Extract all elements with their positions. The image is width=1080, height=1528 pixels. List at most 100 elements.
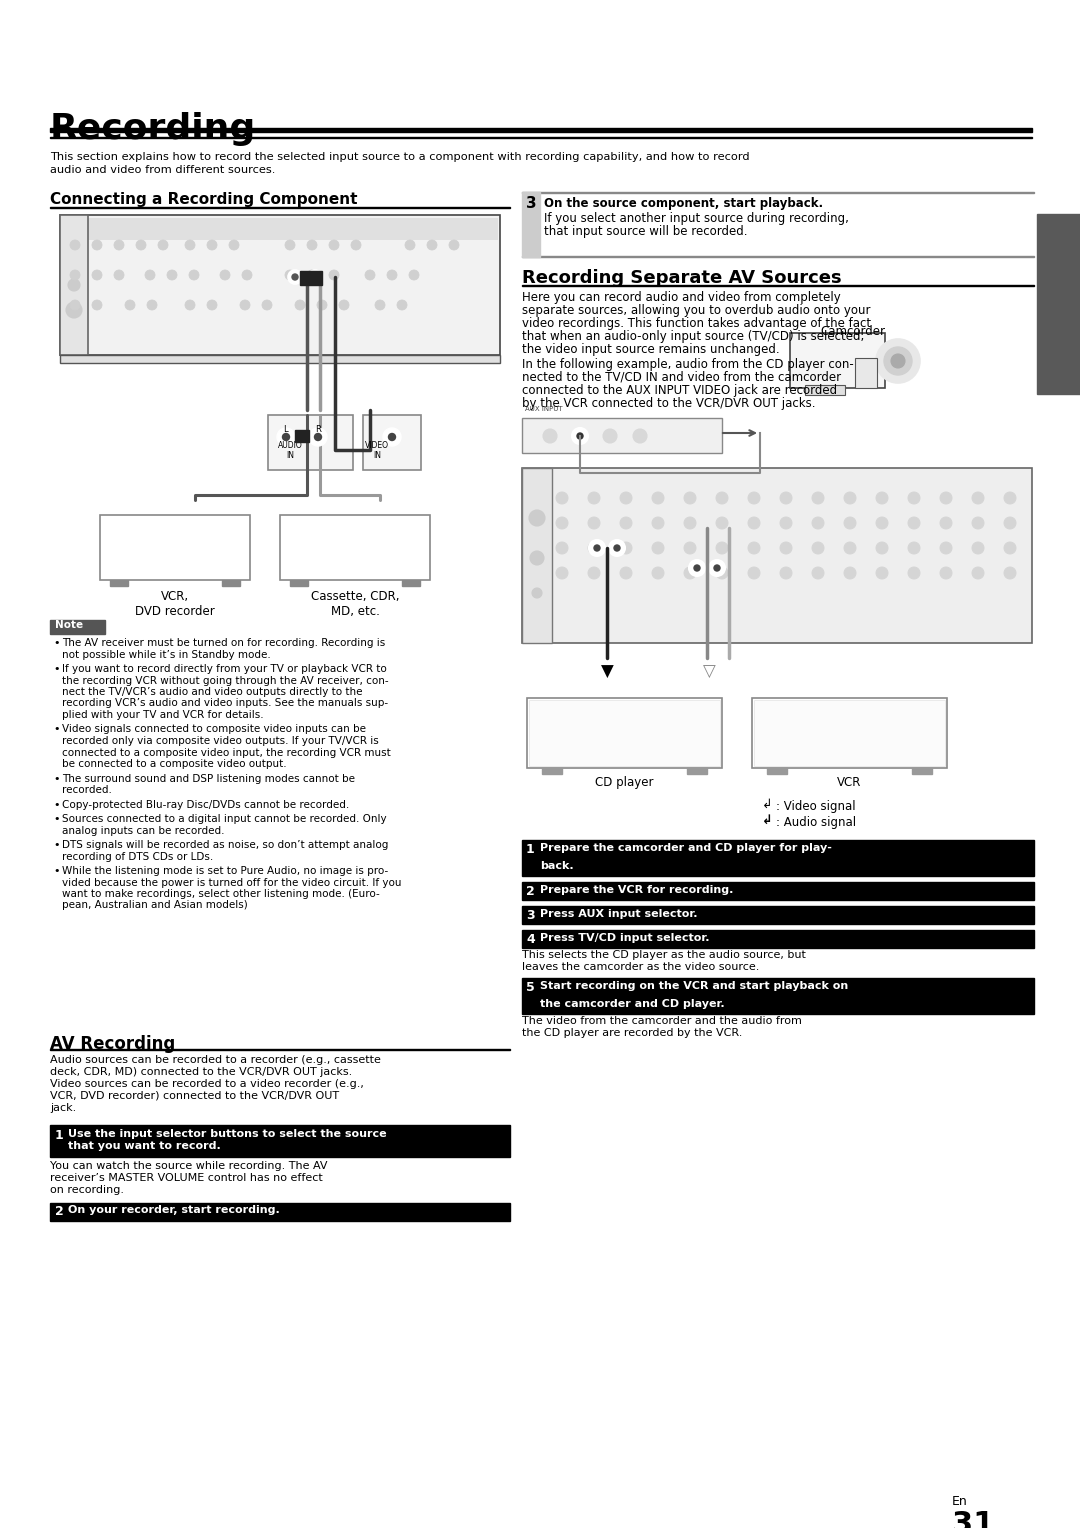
Circle shape — [885, 347, 912, 374]
Circle shape — [588, 492, 600, 504]
Text: •: • — [53, 799, 59, 810]
Circle shape — [689, 559, 705, 576]
Text: plied with your TV and VCR for details.: plied with your TV and VCR for details. — [62, 711, 264, 720]
Circle shape — [70, 240, 80, 251]
Text: Prepare the VCR for recording.: Prepare the VCR for recording. — [540, 885, 733, 895]
Text: While the listening mode is set to Pure Audio, no image is pro-: While the listening mode is set to Pure … — [62, 866, 388, 876]
Circle shape — [577, 432, 583, 439]
Circle shape — [543, 429, 557, 443]
Circle shape — [207, 240, 217, 251]
Text: •: • — [53, 866, 59, 876]
Circle shape — [1004, 542, 1016, 555]
Circle shape — [748, 567, 760, 579]
Circle shape — [940, 516, 951, 529]
Text: : Video signal: : Video signal — [777, 801, 855, 813]
Circle shape — [292, 274, 298, 280]
Text: ▽: ▽ — [703, 663, 716, 681]
Circle shape — [615, 545, 620, 552]
Text: 5: 5 — [526, 981, 535, 995]
Circle shape — [876, 516, 888, 529]
Circle shape — [748, 516, 760, 529]
Circle shape — [92, 270, 102, 280]
Text: 2: 2 — [55, 1206, 64, 1218]
Circle shape — [812, 542, 824, 555]
Circle shape — [530, 552, 544, 565]
Circle shape — [405, 240, 415, 251]
Circle shape — [908, 542, 920, 555]
Circle shape — [652, 567, 664, 579]
Circle shape — [387, 270, 397, 280]
Text: nected to the TV/CD IN and video from the camcorder: nected to the TV/CD IN and video from th… — [522, 371, 841, 384]
Circle shape — [307, 270, 318, 280]
Bar — [295, 429, 309, 442]
Circle shape — [908, 567, 920, 579]
Text: Press AUX input selector.: Press AUX input selector. — [540, 909, 698, 918]
Text: •: • — [53, 773, 59, 784]
Circle shape — [339, 299, 349, 310]
Text: VCR, DVD recorder) connected to the VCR/DVR OUT: VCR, DVD recorder) connected to the VCR/… — [50, 1091, 339, 1102]
Circle shape — [556, 516, 568, 529]
Bar — [855, 358, 877, 388]
Text: nect the TV/VCR’s audio and video outputs directly to the: nect the TV/VCR’s audio and video output… — [62, 688, 363, 697]
Text: En: En — [951, 1494, 968, 1508]
Circle shape — [620, 567, 632, 579]
Text: ↲: ↲ — [762, 814, 772, 827]
Bar — [60, 215, 87, 354]
Bar — [687, 769, 707, 775]
Circle shape — [694, 565, 700, 571]
Text: In the following example, audio from the CD player con-: In the following example, audio from the… — [522, 358, 854, 371]
Bar — [527, 698, 723, 769]
Circle shape — [276, 428, 295, 446]
Text: R: R — [315, 425, 321, 434]
Bar — [363, 416, 421, 471]
Text: The surround sound and DSP listening modes cannot be: The surround sound and DSP listening mod… — [62, 773, 355, 784]
Bar — [522, 906, 1034, 924]
Circle shape — [283, 434, 289, 440]
Circle shape — [145, 270, 156, 280]
Text: AV Recording: AV Recording — [50, 1034, 175, 1053]
Text: video recordings. This function takes advantage of the fact: video recordings. This function takes ad… — [522, 316, 872, 330]
Text: AUDIO: AUDIO — [278, 442, 302, 451]
Circle shape — [714, 565, 720, 571]
Text: VCR,
DVD recorder: VCR, DVD recorder — [135, 590, 215, 617]
Circle shape — [220, 270, 230, 280]
Circle shape — [620, 492, 632, 504]
Text: Video sources can be recorded to a video recorder (e.g.,: Video sources can be recorded to a video… — [50, 1079, 364, 1089]
Circle shape — [365, 270, 375, 280]
Circle shape — [780, 516, 792, 529]
Text: 1: 1 — [526, 843, 535, 856]
Circle shape — [652, 542, 664, 555]
Circle shape — [716, 542, 728, 555]
Circle shape — [532, 588, 542, 597]
Circle shape — [972, 492, 984, 504]
Text: DTS signals will be recorded as noise, so don’t attempt analog: DTS signals will be recorded as noise, s… — [62, 840, 389, 850]
Text: 4: 4 — [526, 934, 535, 946]
Bar — [522, 840, 1034, 876]
Text: The AV receiver must be turned on for recording. Recording is: The AV receiver must be turned on for re… — [62, 639, 386, 648]
Bar — [754, 700, 945, 766]
Circle shape — [351, 240, 361, 251]
Text: Press TV/CD input selector.: Press TV/CD input selector. — [540, 934, 710, 943]
Circle shape — [66, 303, 82, 318]
Circle shape — [684, 567, 696, 579]
Circle shape — [185, 240, 195, 251]
Circle shape — [92, 240, 102, 251]
Circle shape — [684, 542, 696, 555]
Text: recorded only via composite video outputs. If your TV/VCR is: recorded only via composite video output… — [62, 736, 379, 746]
Circle shape — [329, 240, 339, 251]
Text: If you want to record directly from your TV or playback VCR to: If you want to record directly from your… — [62, 665, 387, 674]
Text: : Audio signal: : Audio signal — [777, 816, 856, 830]
Text: Cassette, CDR,
MD, etc.: Cassette, CDR, MD, etc. — [311, 590, 400, 617]
Circle shape — [588, 542, 600, 555]
Bar — [280, 515, 430, 581]
Text: the camcorder and CD player.: the camcorder and CD player. — [540, 999, 725, 1008]
Circle shape — [620, 516, 632, 529]
Bar — [789, 333, 885, 388]
Bar — [805, 385, 845, 396]
Text: recording of DTS CDs or LDs.: recording of DTS CDs or LDs. — [62, 851, 213, 862]
Circle shape — [158, 240, 168, 251]
Bar — [50, 127, 1032, 131]
Circle shape — [684, 492, 696, 504]
Text: be connected to a composite video output.: be connected to a composite video output… — [62, 759, 286, 769]
Bar — [110, 581, 129, 587]
